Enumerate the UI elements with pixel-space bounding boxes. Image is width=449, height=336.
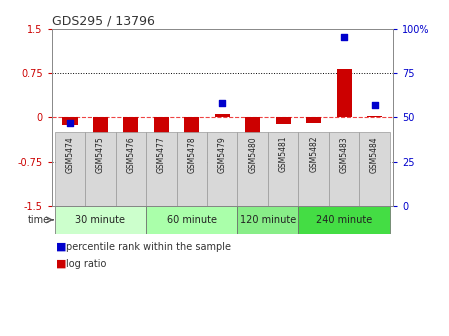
- Text: ■: ■: [56, 242, 66, 252]
- Point: [66, 120, 74, 125]
- Text: GSM5483: GSM5483: [339, 136, 348, 173]
- Text: GSM5479: GSM5479: [218, 136, 227, 173]
- Bar: [306, 117, 321, 123]
- Point: [340, 35, 348, 40]
- Text: 240 minute: 240 minute: [316, 215, 372, 225]
- Text: ■: ■: [56, 259, 66, 269]
- Bar: [336, 69, 352, 117]
- Point: [249, 168, 256, 173]
- Bar: [299, 206, 390, 234]
- Text: time: time: [28, 215, 50, 225]
- Bar: [238, 132, 268, 206]
- Bar: [268, 132, 299, 206]
- Point: [280, 150, 287, 156]
- Bar: [62, 117, 78, 125]
- Bar: [93, 117, 108, 171]
- Bar: [146, 206, 238, 234]
- Bar: [55, 132, 85, 206]
- Text: GSM5475: GSM5475: [96, 136, 105, 173]
- Point: [371, 102, 378, 108]
- Text: 60 minute: 60 minute: [167, 215, 217, 225]
- Bar: [116, 132, 146, 206]
- Bar: [245, 117, 260, 147]
- Text: 30 minute: 30 minute: [75, 215, 125, 225]
- Text: GSM5474: GSM5474: [66, 136, 75, 173]
- Text: GSM5478: GSM5478: [187, 136, 196, 173]
- Bar: [215, 115, 230, 117]
- Text: percentile rank within the sample: percentile rank within the sample: [66, 242, 231, 252]
- Bar: [85, 132, 116, 206]
- Point: [97, 177, 104, 182]
- Bar: [154, 117, 169, 179]
- Bar: [329, 132, 359, 206]
- Bar: [146, 132, 176, 206]
- Text: GSM5482: GSM5482: [309, 136, 318, 172]
- Bar: [367, 116, 382, 117]
- Text: GSM5484: GSM5484: [370, 136, 379, 173]
- Text: 120 minute: 120 minute: [240, 215, 296, 225]
- Point: [127, 186, 134, 191]
- Bar: [123, 117, 138, 182]
- Point: [188, 168, 195, 173]
- Point: [219, 100, 226, 106]
- Bar: [299, 132, 329, 206]
- Text: GSM5476: GSM5476: [126, 136, 135, 173]
- Bar: [276, 117, 291, 124]
- Bar: [176, 132, 207, 206]
- Text: GSM5480: GSM5480: [248, 136, 257, 173]
- Text: GDS295 / 13796: GDS295 / 13796: [52, 14, 154, 28]
- Text: GSM5477: GSM5477: [157, 136, 166, 173]
- Bar: [359, 132, 390, 206]
- Text: GSM5481: GSM5481: [279, 136, 288, 172]
- Point: [158, 182, 165, 187]
- Text: log ratio: log ratio: [66, 259, 107, 269]
- Point: [310, 150, 317, 156]
- Bar: [55, 206, 146, 234]
- Bar: [207, 132, 238, 206]
- Bar: [184, 117, 199, 144]
- Bar: [238, 206, 299, 234]
